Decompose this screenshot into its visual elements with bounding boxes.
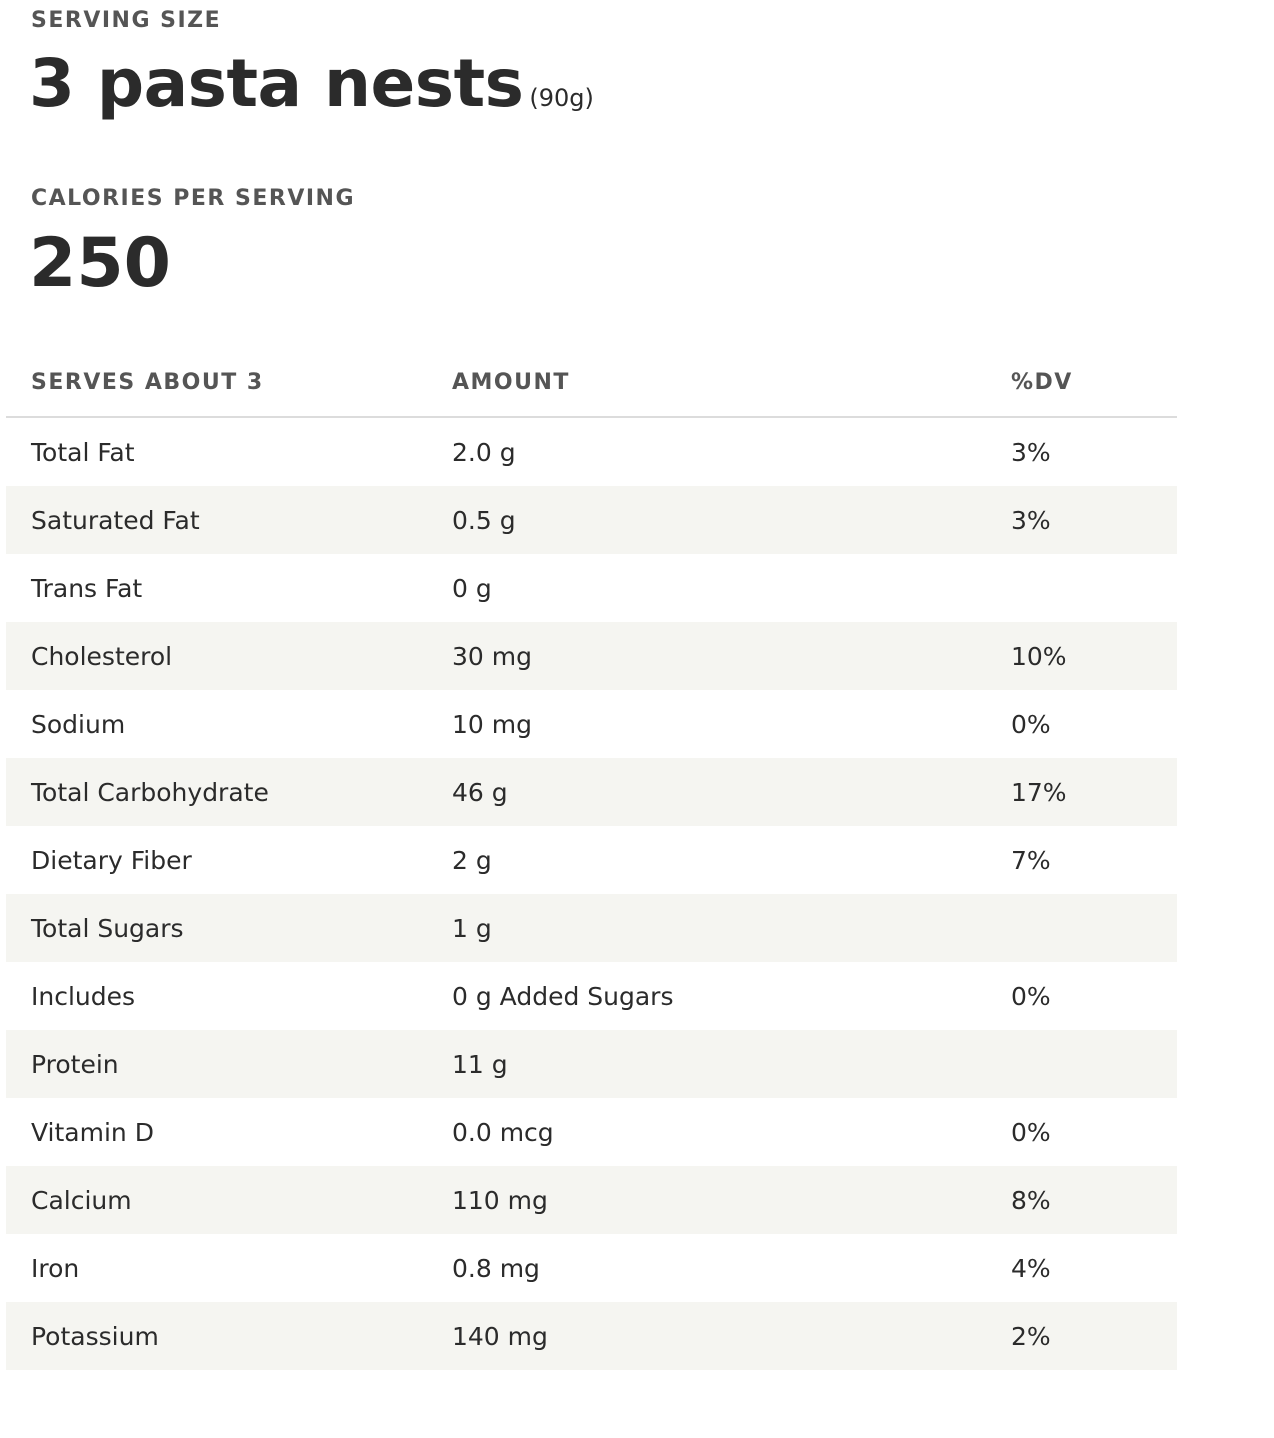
nutrient-name: Total Fat bbox=[31, 437, 135, 467]
nutrient-name: Includes bbox=[31, 981, 136, 1011]
nutrient-name: Dietary Fiber bbox=[31, 845, 192, 875]
serving-size-amount: 3 pasta nests bbox=[29, 45, 524, 122]
nutrient-name: Trans Fat bbox=[31, 573, 143, 603]
calories-value: 250 bbox=[29, 224, 171, 303]
nutrient-dv: 0% bbox=[1011, 1117, 1051, 1147]
table-row: Iron 0.8 mg 4% bbox=[6, 1234, 1177, 1302]
serving-size: 3 pasta nests (90g) bbox=[29, 42, 594, 126]
table-row: Trans Fat 0 g bbox=[6, 554, 1177, 622]
table-row: Potassium 140 mg 2% bbox=[6, 1302, 1177, 1370]
table-row: Total Fat 2.0 g 3% bbox=[6, 418, 1177, 486]
nutrient-dv: 4% bbox=[1011, 1253, 1051, 1283]
serving-size-weight: (90g) bbox=[529, 84, 594, 112]
nutrient-amount: 2 g bbox=[452, 845, 492, 875]
nutrition-table: SERVES ABOUT 3 AMOUNT %DV Total Fat 2.0 g… bbox=[6, 350, 1177, 1370]
nutrient-dv: 8% bbox=[1011, 1185, 1051, 1215]
nutrient-amount: 0 g bbox=[452, 573, 492, 603]
nutrient-dv: 2% bbox=[1011, 1321, 1051, 1351]
nutrient-amount: 30 mg bbox=[452, 641, 532, 671]
nutrient-name: Total Sugars bbox=[31, 913, 184, 943]
nutrient-amount: 11 g bbox=[452, 1049, 508, 1079]
nutrient-amount: 46 g bbox=[452, 777, 508, 807]
nutrient-amount: 10 mg bbox=[452, 709, 532, 739]
nutrient-name: Vitamin D bbox=[31, 1117, 154, 1147]
table-row: Vitamin D 0.0 mcg 0% bbox=[6, 1098, 1177, 1166]
nutrient-dv: 0% bbox=[1011, 981, 1051, 1011]
nutrient-amount: 140 mg bbox=[452, 1321, 548, 1351]
table-row: Sodium 10 mg 0% bbox=[6, 690, 1177, 758]
header-amount: AMOUNT bbox=[452, 370, 570, 395]
table-row: Total Sugars 1 g bbox=[6, 894, 1177, 962]
nutrient-dv: 7% bbox=[1011, 845, 1051, 875]
table-header-row: SERVES ABOUT 3 AMOUNT %DV bbox=[6, 350, 1177, 418]
table-row: Calcium 110 mg 8% bbox=[6, 1166, 1177, 1234]
nutrient-amount: 0 g Added Sugars bbox=[452, 981, 674, 1011]
nutrient-name: Sodium bbox=[31, 709, 126, 739]
nutrient-amount: 0.0 mcg bbox=[452, 1117, 554, 1147]
table-row: Total Carbohydrate 46 g 17% bbox=[6, 758, 1177, 826]
nutrient-name: Cholesterol bbox=[31, 641, 173, 671]
nutrient-name: Saturated Fat bbox=[31, 505, 200, 535]
table-row: Cholesterol 30 mg 10% bbox=[6, 622, 1177, 690]
table-row: Protein 11 g bbox=[6, 1030, 1177, 1098]
nutrient-amount: 1 g bbox=[452, 913, 492, 943]
nutrient-name: Potassium bbox=[31, 1321, 159, 1351]
nutrient-dv: 3% bbox=[1011, 505, 1051, 535]
calories-label: CALORIES PER SERVING bbox=[31, 186, 356, 211]
nutrient-dv: 17% bbox=[1011, 777, 1067, 807]
nutrient-name: Total Carbohydrate bbox=[31, 777, 269, 807]
nutrient-amount: 2.0 g bbox=[452, 437, 516, 467]
nutrient-dv: 3% bbox=[1011, 437, 1051, 467]
table-row: Dietary Fiber 2 g 7% bbox=[6, 826, 1177, 894]
header-dv: %DV bbox=[1011, 370, 1073, 395]
nutrient-amount: 0.8 mg bbox=[452, 1253, 540, 1283]
table-body: Total Fat 2.0 g 3% Saturated Fat 0.5 g 3% Tran… bbox=[6, 418, 1177, 1370]
nutrient-dv: 10% bbox=[1011, 641, 1067, 671]
table-row: Includes 0 g Added Sugars 0% bbox=[6, 962, 1177, 1030]
nutrient-amount: 0.5 g bbox=[452, 505, 516, 535]
table-row: Saturated Fat 0.5 g 3% bbox=[6, 486, 1177, 554]
nutrient-name: Calcium bbox=[31, 1185, 132, 1215]
header-serves: SERVES ABOUT 3 bbox=[31, 370, 264, 395]
serving-size-label: SERVING SIZE bbox=[31, 8, 222, 33]
nutrient-name: Iron bbox=[31, 1253, 80, 1283]
nutrient-name: Protein bbox=[31, 1049, 119, 1079]
nutrient-amount: 110 mg bbox=[452, 1185, 548, 1215]
nutrient-dv: 0% bbox=[1011, 709, 1051, 739]
